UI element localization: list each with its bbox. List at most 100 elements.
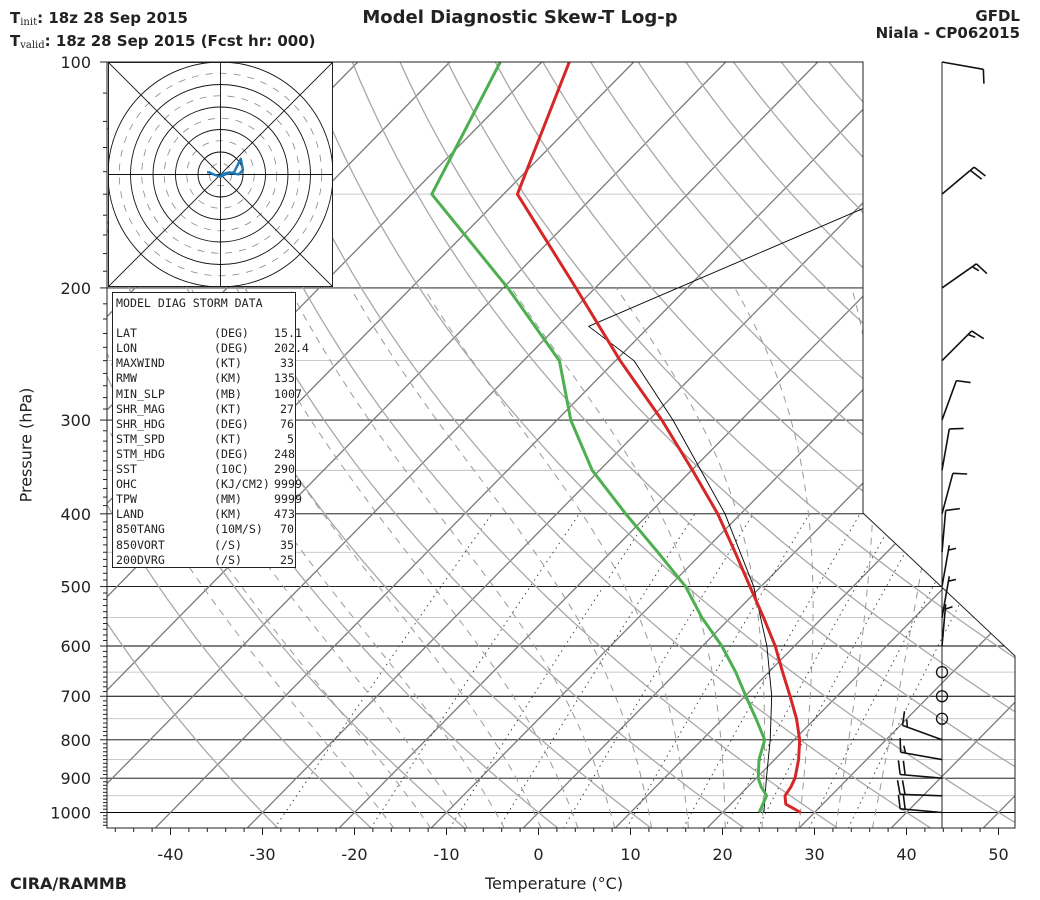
storm-data-box: MODEL DIAG STORM DATA LAT (DEG) 15.1 LON (DE… bbox=[112, 292, 309, 568]
y-tick-label: 500 bbox=[60, 578, 91, 597]
storm-data-row: LON (DEG) 202.4 bbox=[116, 341, 309, 356]
x-tick-label: -10 bbox=[433, 845, 459, 864]
y-tick-label: 200 bbox=[60, 279, 91, 298]
storm-data-row: RMW (KM) 135 bbox=[116, 371, 295, 386]
y-tick-label: 400 bbox=[60, 505, 91, 524]
wind-barb-flag bbox=[945, 507, 960, 512]
profiles bbox=[430, 62, 1015, 814]
wind-barb-staff bbox=[941, 263, 977, 289]
x-tick-label: 0 bbox=[533, 845, 543, 864]
isotherm-line bbox=[982, 62, 1015, 828]
storm-data-key: 850VORT bbox=[116, 537, 165, 552]
y-tick-label: 800 bbox=[60, 731, 91, 750]
storm-data-value: 473 bbox=[274, 507, 295, 522]
storm-data-value: 76 bbox=[280, 416, 294, 431]
wind-barb-flag bbox=[949, 427, 964, 430]
isotherm-line bbox=[154, 62, 911, 828]
mixing-ratio-line bbox=[682, 513, 861, 828]
storm-data-row: SST (10C) 290 bbox=[116, 462, 295, 477]
dry-adiabat-line bbox=[447, 62, 1015, 828]
wind-barb-staff bbox=[899, 793, 943, 797]
hodograph-trace bbox=[207, 157, 245, 179]
dry-adiabat-line bbox=[732, 62, 1015, 828]
mixing-ratio-line bbox=[563, 513, 754, 828]
storm-data-row: SHR_MAG (KT) 27 bbox=[116, 402, 295, 417]
storm-data-unit: (MB) bbox=[214, 386, 242, 401]
storm-data-row: LAT (DEG) 15.1 bbox=[116, 326, 302, 341]
y-tick-label: 300 bbox=[60, 411, 91, 430]
valid-time: Tvalid: 18z 28 Sep 2015 (Fcst hr: 000) bbox=[10, 32, 316, 51]
wind-barb-flag bbox=[956, 379, 971, 384]
storm-data-rows: LAT (DEG) 15.1 LON (DEG) 202.4 MAXWIND (KT) 33 RM… bbox=[116, 326, 309, 568]
moist-adiabat-line bbox=[114, 287, 469, 828]
storm-data-unit: (DEG) bbox=[214, 416, 249, 431]
x-tick-label: 30 bbox=[804, 845, 824, 864]
x-tick-label: 20 bbox=[712, 845, 732, 864]
dry-adiabat-line bbox=[685, 62, 1015, 828]
axes: -40 -30 -20 -10 0 10 20 30 40 50 100 200 300 400 500 60… bbox=[50, 53, 1016, 864]
x-tick-label: -20 bbox=[341, 845, 367, 864]
wind-barb-flag bbox=[944, 606, 953, 610]
wind-barb-flag bbox=[952, 472, 968, 475]
isotherm-line bbox=[430, 62, 1015, 828]
wind-barb-flag bbox=[902, 794, 906, 810]
storm-data-unit: (KJ/CM2) bbox=[214, 477, 270, 492]
dry-adiabat-line bbox=[399, 62, 1015, 828]
storm-data-value: 15.1 bbox=[274, 326, 302, 341]
wind-barb-staff bbox=[941, 604, 947, 647]
dry-adiabat-line bbox=[971, 62, 1015, 828]
storm-data-unit: (KT) bbox=[214, 431, 242, 446]
wind-barb-staff bbox=[941, 330, 973, 362]
storm-data-value: 9999 bbox=[274, 477, 302, 492]
storm-data-key: SHR_HDG bbox=[116, 416, 165, 431]
isotherm-line bbox=[107, 62, 727, 828]
dry-adiabat-line bbox=[256, 62, 932, 828]
x-tick-label: 10 bbox=[620, 845, 640, 864]
storm-data-row: MIN_SLP (MB) 1007 bbox=[116, 386, 302, 402]
isotherm-line bbox=[0, 62, 82, 828]
storm-data-key: SHR_MAG bbox=[116, 401, 165, 416]
x-tick-label: 40 bbox=[896, 845, 916, 864]
storm-data-unit: (KT) bbox=[214, 356, 242, 371]
x-axis-label: Temperature (°C) bbox=[485, 874, 624, 893]
storm-data-value: 35 bbox=[280, 537, 294, 552]
wind-barb-staff bbox=[941, 545, 951, 587]
moist-adiabat-line bbox=[350, 287, 653, 828]
wind-barb-flag bbox=[982, 69, 985, 84]
wind-barb-staff bbox=[941, 428, 951, 471]
storm-data-title: MODEL DIAG STORM DATA bbox=[116, 296, 263, 310]
dry-adiabat-line bbox=[590, 62, 1015, 828]
wind-barb-staff bbox=[941, 166, 975, 195]
storm-data-key: LON bbox=[116, 341, 137, 356]
storm-data-row: STM_SPD (KT) 5 bbox=[116, 432, 295, 447]
wind-barb-staff bbox=[900, 808, 943, 814]
mixing-ratio-line bbox=[370, 513, 580, 828]
dry-adiabat-line bbox=[542, 62, 1015, 828]
moist-adiabat-line bbox=[150, 287, 505, 828]
temperature-line bbox=[515, 62, 802, 814]
x-tick-label: 50 bbox=[988, 845, 1008, 864]
storm-data-key: LAND bbox=[116, 507, 144, 522]
storm-data-unit: (DEG) bbox=[214, 446, 249, 461]
wind-barb-flag bbox=[971, 266, 980, 272]
storm-data-key: OHC bbox=[116, 477, 137, 492]
moist-adiabat-line bbox=[288, 287, 616, 828]
storm-data-key: TPW bbox=[116, 492, 137, 507]
wind-barb-flag bbox=[903, 745, 907, 754]
wind-barb-flag bbox=[899, 737, 902, 753]
wind-barb-flag bbox=[971, 330, 985, 340]
init-time: Tinit: 18z 28 Sep 2015 bbox=[10, 9, 188, 28]
wind-barb-staff bbox=[941, 61, 984, 71]
storm-data-key: MIN_SLP bbox=[116, 386, 165, 401]
storm-data-row: STM_HDG (DEG) 248 bbox=[116, 447, 295, 462]
storm-data-key: 850TANG bbox=[116, 522, 165, 537]
dry-adiabat-line bbox=[304, 62, 1015, 828]
chart-title: Model Diagnostic Skew-T Log-p bbox=[362, 7, 678, 28]
plot-frame bbox=[106, 61, 1016, 829]
storm-data-key: STM_SPD bbox=[116, 431, 165, 446]
wind-barb-flag bbox=[897, 760, 901, 775]
y-tick-label: 900 bbox=[60, 769, 91, 788]
mixing-ratio-line bbox=[625, 513, 810, 828]
storm-data-value: 248 bbox=[274, 446, 295, 461]
